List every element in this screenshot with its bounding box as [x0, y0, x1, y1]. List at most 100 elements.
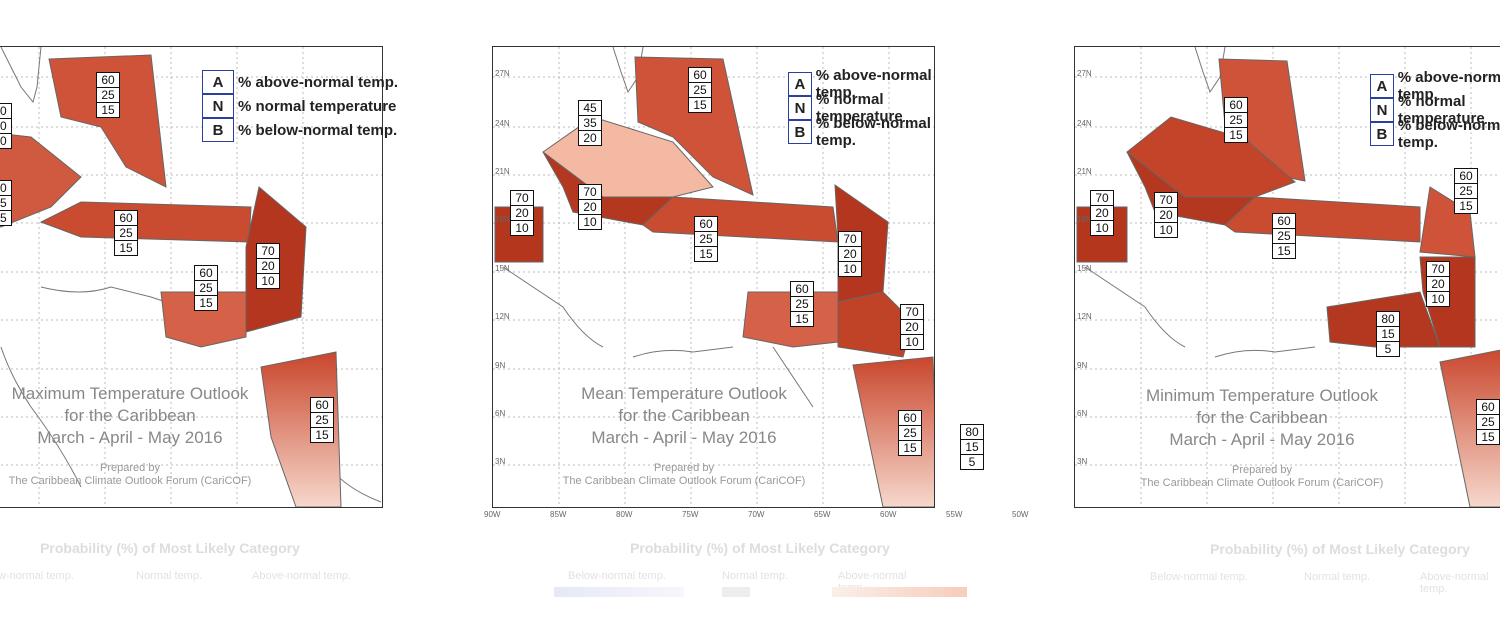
lat-tick: 3N — [495, 457, 506, 466]
legend-key-above: A — [202, 70, 234, 94]
colorbar-normal-label: Normal temp. — [1304, 571, 1371, 583]
colorbar-normal-label: Normal temp. — [722, 570, 789, 582]
lon-tick: 90W — [484, 510, 501, 519]
legend-text-above: % above-normal temp. — [815, 67, 932, 101]
prob-label: 80 15 5 — [960, 424, 984, 470]
panel-maximum: 80W A% above-normal temp. N% normal temp… — [0, 0, 400, 630]
prob-label: 70 20 10 — [900, 304, 924, 350]
lon-tick: 70W — [748, 510, 765, 519]
lat-tick: 6N — [1077, 409, 1088, 418]
prepared-by: Prepared by The Caribbean Climate Outlook… — [1140, 464, 1384, 489]
lat-tick: 3N — [1077, 457, 1088, 466]
lat-tick: 24N — [495, 119, 510, 128]
region-guianas — [1439, 349, 1500, 507]
panel-mean: 27N 24N 21N 18N 15N 12N 9N 6N 3N 90W 85W… — [472, 0, 1028, 630]
prob-label: 45 35 20 — [578, 100, 602, 146]
region-hispaniola-pr — [39, 201, 252, 243]
lat-tick: 9N — [1077, 361, 1088, 370]
region-hispaniola-pr — [642, 196, 839, 243]
prepared-by: Prepared by The Caribbean Climate Outlook… — [8, 462, 252, 487]
map-mean: 27N 24N 21N 18N 15N 12N 9N 6N 3N — [492, 46, 935, 508]
lat-tick: 27N — [1077, 69, 1092, 78]
prob-label: 70 20 10 — [578, 184, 602, 230]
colorbar-above-label: Above-normal temp. — [1420, 571, 1489, 595]
lat-tick: 18N — [495, 215, 510, 224]
lon-tick: 85W — [550, 510, 567, 519]
colorbar-below-label: Below-normal temp. — [1150, 571, 1248, 583]
legend-key-below: B — [788, 120, 812, 144]
colorbar-title: Probability (%) of Most Likely Category — [40, 540, 300, 556]
prob-label: 70 20 10 — [1090, 190, 1114, 236]
region-bahamas — [48, 54, 167, 188]
prob-label: 70 20 10 — [510, 190, 534, 236]
legend-key-below: B — [202, 118, 234, 142]
region-southern-caribbean — [160, 291, 247, 348]
region-guianas — [260, 351, 342, 507]
legend-text-normal: % normal temperature — [238, 97, 397, 115]
map-title-maximum: Maximum Temperature Outlook for the Carib… — [11, 384, 249, 447]
colorbar-normal-swatch — [722, 587, 750, 597]
prob-label: 70 20 10 — [838, 231, 862, 277]
colorbar-above-label: Above-normal temp. — [252, 570, 352, 582]
legend-text-above: % above-normal temp. — [238, 73, 399, 91]
map-title-mean: Mean Temperature Outlook for the Caribbea… — [581, 384, 787, 447]
region-greater-antilles-west — [0, 133, 82, 228]
lon-tick: 65W — [814, 510, 831, 519]
lon-tick: 50W — [1012, 510, 1029, 519]
lat-tick: 24N — [1077, 119, 1092, 128]
legend-key-above: A — [1370, 74, 1394, 98]
legend-text-normal: % normal temperature — [1397, 93, 1485, 127]
colorbar-below-swatches — [554, 587, 684, 597]
lon-tick: 60W — [880, 510, 897, 519]
colorbar-title: Probability (%) of Most Likely Category — [630, 540, 890, 556]
region-bahamas — [634, 56, 754, 196]
colorbar-below-label: Below-normal temp. — [0, 570, 74, 582]
lat-tick: 15N — [495, 264, 510, 273]
legend-text-below: % below-normal temp. — [1397, 117, 1500, 151]
panel-minimum: 27N 24N 21N 18N 15N 12N 9N 6N 3N A% abov… — [1054, 0, 1500, 630]
lon-tick: 75W — [682, 510, 699, 519]
prob-label: 70 20 10 — [256, 243, 280, 289]
legend-key-below: B — [1370, 122, 1394, 146]
lat-tick: 21N — [1077, 167, 1092, 176]
legend-text-below: % below-normal temp. — [815, 115, 931, 149]
lat-tick: 6N — [495, 409, 506, 418]
lat-tick: 27N — [495, 69, 510, 78]
legend-maximum: A% above-normal temp. N% normal temperat… — [202, 70, 398, 142]
legend-text-normal: % normal temperature — [815, 91, 903, 125]
legend-minimum: A% above-normal temp. N% normal temperat… — [1370, 69, 1500, 151]
legend-key-normal: N — [1370, 98, 1394, 122]
region-hispaniola-pr — [1224, 196, 1421, 243]
legend-key-above: A — [788, 72, 812, 96]
colorbar-above-swatches — [832, 587, 967, 597]
legend-text-above: % above-normal temp. — [1397, 69, 1500, 103]
legend-mean: A% above-normal temp. N% normal temperat… — [788, 67, 932, 149]
colorbar-title: Probability (%) of Most Likely Category — [1210, 541, 1470, 557]
prob-label: 70 20 10 — [1426, 261, 1450, 307]
prob-label: 70 20 10 — [1154, 192, 1178, 238]
map-title-minimum: Minimum Temperature Outlook for the Carib… — [1145, 386, 1379, 449]
map-maximum-svg — [0, 47, 382, 507]
prob-label: 80 15 5 — [1376, 311, 1400, 357]
lat-tick: 12N — [495, 312, 510, 321]
prob-label: 602020 — [0, 103, 12, 149]
lat-tick: 18N — [1077, 215, 1092, 224]
lat-tick: 15N — [1077, 264, 1092, 273]
region-guianas — [852, 356, 934, 507]
colorbar-below-label: Below-normal temp. — [568, 570, 666, 582]
lat-tick: 12N — [1077, 312, 1092, 321]
legend-key-normal: N — [788, 96, 812, 120]
legend-text-below: % below-normal temp. — [238, 121, 398, 139]
